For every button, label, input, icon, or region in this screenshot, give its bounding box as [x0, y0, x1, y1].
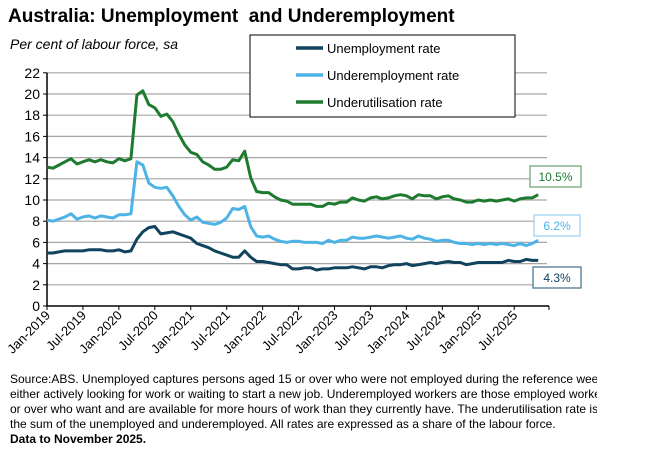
footnote-line: or over who want and are available for m…	[10, 402, 597, 416]
legend-box	[249, 34, 516, 118]
chart-title: Australia: Unemployment and Underemploym…	[8, 6, 455, 27]
end-label-box	[533, 214, 581, 237]
legend-label: Underemployment rate	[327, 68, 459, 83]
series-line-underemployment-rate	[46, 160, 539, 248]
end-label-box	[529, 165, 582, 188]
y-tick-label: 16	[24, 128, 40, 144]
footnote-line: Source:ABS. Unemployed captures persons …	[10, 372, 597, 386]
y-tick-label: 12	[24, 171, 40, 187]
legend-label: Underutilisation rate	[327, 95, 443, 110]
y-tick-label: 10	[24, 192, 40, 208]
end-label-box	[532, 266, 582, 289]
chart-subtitle: Per cent of labour force, sa	[10, 36, 179, 52]
y-tick-label: 4	[32, 256, 40, 272]
x-tick-label: Jul-2025	[474, 308, 520, 354]
y-tick-label: 14	[24, 150, 40, 166]
end-value-label: 6.2%	[543, 219, 571, 233]
y-tick-label: 6	[32, 234, 40, 250]
end-value-label: 10.5%	[538, 170, 572, 184]
legend: Unemployment rate Underemployment rate Und…	[249, 34, 516, 118]
y-tick-label: 22	[24, 65, 40, 81]
series-line-unemployment-rate	[47, 225, 539, 272]
data-date-note: Data to November 2025.	[10, 432, 147, 446]
footnote-line: the sum of the unemployed and underemplo…	[10, 417, 556, 431]
end-value-label: 4.3%	[543, 271, 571, 285]
line-chart: 0246810121416182022Jan-2019Jul-2019Jan-2…	[4, 34, 582, 357]
footnote: Source:ABS. Unemployed captures persons …	[10, 372, 597, 447]
y-tick-label: 18	[24, 107, 40, 123]
footnote-line: either actively looking for work or wait…	[10, 387, 597, 401]
y-tick-label: 20	[24, 86, 40, 102]
y-tick-label: 0	[32, 298, 40, 314]
y-tick-label: 2	[32, 277, 40, 293]
y-tick-label: 8	[32, 213, 40, 229]
x-tick-label: Jan-2019	[4, 308, 53, 357]
series-line-underutilisation-rate	[46, 89, 539, 208]
legend-label: Unemployment rate	[327, 41, 440, 56]
